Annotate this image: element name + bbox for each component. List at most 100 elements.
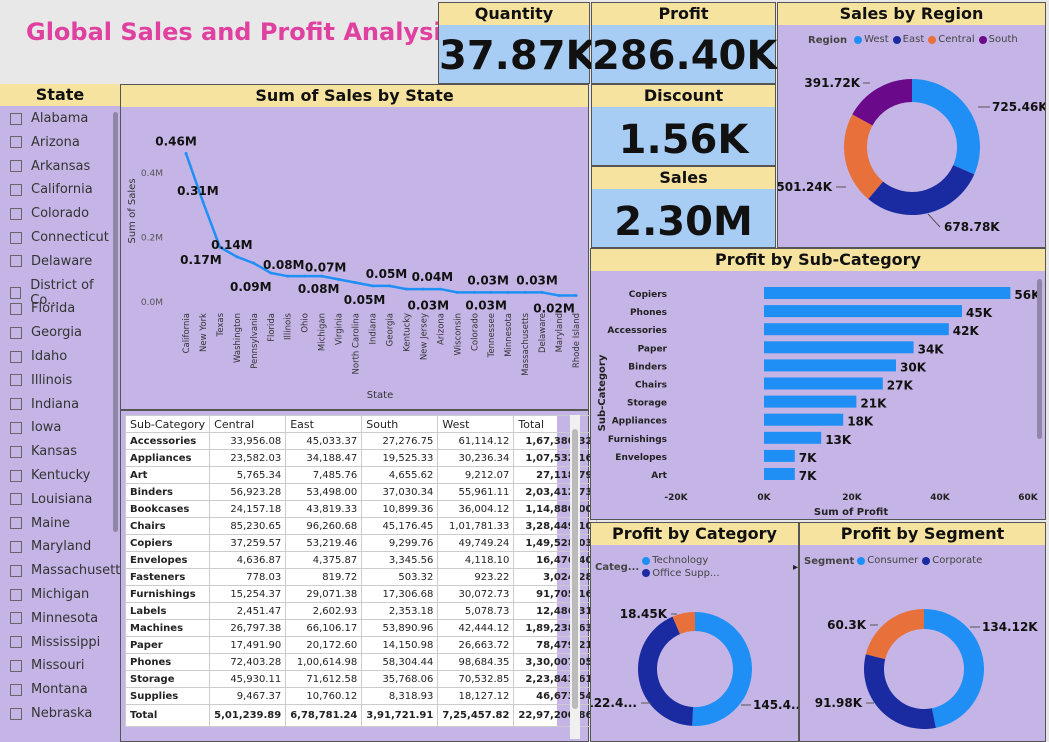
checkbox[interactable] xyxy=(10,183,22,196)
slicer-item-kentucky[interactable]: Kentucky xyxy=(10,468,90,483)
slicer-item-louisiana[interactable]: Louisiana xyxy=(10,492,92,507)
slicer-item-arkansas[interactable]: Arkansas xyxy=(10,159,90,174)
legend-item[interactable]: West xyxy=(854,34,889,45)
checkbox[interactable] xyxy=(10,612,22,625)
slicer-item-missouri[interactable]: Missouri xyxy=(10,658,85,673)
table-row[interactable]: Phones 72,403.28 1,00,614.98 58,304.44 98,68… xyxy=(124,653,598,671)
legend-item[interactable]: Office Supp... xyxy=(642,568,720,579)
checkbox[interactable] xyxy=(10,286,22,299)
slicer-item-montana[interactable]: Montana xyxy=(10,682,88,697)
data-point[interactable] xyxy=(540,290,544,294)
region-slice[interactable] xyxy=(868,165,975,215)
slicer-item-kansas[interactable]: Kansas xyxy=(10,444,77,459)
data-point[interactable] xyxy=(235,255,239,259)
category-slice[interactable] xyxy=(692,612,752,726)
checkbox[interactable] xyxy=(10,421,22,434)
slicer-item-massachusetts[interactable]: Massachusetts xyxy=(10,563,127,578)
category-slice[interactable] xyxy=(638,616,694,726)
data-point[interactable] xyxy=(303,274,307,278)
data-point[interactable] xyxy=(557,294,561,298)
slicer-item-georgia[interactable]: Georgia xyxy=(10,325,82,340)
table-row[interactable]: Accessories 33,956.08 45,033.37 27,276.75 61… xyxy=(124,432,598,450)
segment-slice[interactable] xyxy=(865,609,924,660)
table-row[interactable]: Fasteners 778.03 819.72 503.32 923.22 3,024.2… xyxy=(124,568,598,586)
slicer-scrollbar[interactable] xyxy=(113,112,118,532)
profit-bar[interactable] xyxy=(764,395,857,408)
data-point[interactable] xyxy=(438,287,442,291)
data-point[interactable] xyxy=(252,261,256,265)
table-row[interactable]: Supplies 9,467.37 10,760.12 8,318.93 18,127.… xyxy=(124,687,598,705)
data-point[interactable] xyxy=(201,200,205,204)
table-scrollbar[interactable] xyxy=(570,415,580,739)
table-row[interactable]: Copiers 37,259.57 53,219.46 9,299.76 49,749.… xyxy=(124,534,598,552)
checkbox[interactable] xyxy=(10,588,22,601)
table-row[interactable]: Labels 2,451.47 2,602.93 2,353.18 5,078.73 12… xyxy=(124,602,598,620)
slicer-item-maryland[interactable]: Maryland xyxy=(10,539,91,554)
table-row[interactable]: Binders 56,923.28 53,498.00 37,030.34 55,961… xyxy=(124,483,598,501)
profit-bar[interactable] xyxy=(764,468,795,480)
checkbox[interactable] xyxy=(10,160,22,173)
table-row[interactable]: Chairs 85,230.65 96,260.68 45,176.45 1,01,78… xyxy=(124,517,598,535)
data-point[interactable] xyxy=(371,284,375,288)
region-slice[interactable] xyxy=(912,79,980,175)
slicer-item-arizona[interactable]: Arizona xyxy=(10,135,80,150)
table-row[interactable]: Machines 26,797.38 66,106.17 53,890.96 42,44… xyxy=(124,619,598,637)
legend-item[interactable]: South xyxy=(978,34,1018,45)
slicer-item-idaho[interactable]: Idaho xyxy=(10,349,67,364)
table-header[interactable]: Central xyxy=(209,415,287,433)
profit-bar[interactable] xyxy=(764,431,822,444)
table-header[interactable]: Total xyxy=(513,415,598,433)
checkbox[interactable] xyxy=(10,540,22,553)
checkbox[interactable] xyxy=(10,112,22,125)
profit-bar[interactable] xyxy=(764,449,795,462)
data-point[interactable] xyxy=(506,290,510,294)
category-slice[interactable] xyxy=(672,612,695,635)
checkbox[interactable] xyxy=(10,207,22,220)
table-header[interactable]: East xyxy=(285,415,363,433)
data-point[interactable] xyxy=(269,271,273,275)
segment-slice[interactable] xyxy=(924,609,984,728)
legend-next-arrow-icon[interactable]: ▸ xyxy=(792,562,798,573)
data-point[interactable] xyxy=(218,245,222,249)
data-point[interactable] xyxy=(320,274,324,278)
table-row[interactable]: Bookcases 24,157.18 43,819.33 10,899.36 36,0… xyxy=(124,500,598,518)
checkbox[interactable] xyxy=(10,707,22,720)
data-point[interactable] xyxy=(523,290,527,294)
slicer-item-delaware[interactable]: Delaware xyxy=(10,254,92,269)
slicer-item-colorado[interactable]: Colorado xyxy=(10,206,89,221)
profit-bar[interactable] xyxy=(764,305,962,318)
profit-bar[interactable] xyxy=(764,341,914,354)
segment-slice[interactable] xyxy=(864,654,936,729)
data-point[interactable] xyxy=(455,290,459,294)
slicer-item-district-of-co-[interactable]: District of Co... xyxy=(10,278,120,308)
slicer-item-minnesota[interactable]: Minnesota xyxy=(10,611,98,626)
slicer-item-indiana[interactable]: Indiana xyxy=(10,397,79,412)
checkbox[interactable] xyxy=(10,398,22,411)
data-point[interactable] xyxy=(472,290,476,294)
data-point[interactable] xyxy=(184,151,188,155)
slicer-item-florida[interactable]: Florida xyxy=(10,301,75,316)
table-row[interactable]: Furnishings 15,254.37 29,071.38 17,306.68 30… xyxy=(124,585,598,603)
legend-item[interactable]: Corporate xyxy=(922,555,982,566)
checkbox[interactable] xyxy=(10,517,22,530)
slicer-item-iowa[interactable]: Iowa xyxy=(10,420,61,435)
table-header[interactable]: West xyxy=(437,415,515,433)
table-header[interactable]: South xyxy=(361,415,439,433)
slicer-item-mississippi[interactable]: Mississippi xyxy=(10,635,100,650)
checkbox[interactable] xyxy=(10,255,22,268)
data-point[interactable] xyxy=(286,274,290,278)
table-row[interactable]: Storage 45,930.11 71,612.58 35,768.06 70,532… xyxy=(124,670,598,688)
data-point[interactable] xyxy=(489,290,493,294)
slicer-item-connecticut[interactable]: Connecticut xyxy=(10,230,109,245)
checkbox[interactable] xyxy=(10,136,22,149)
checkbox[interactable] xyxy=(10,302,22,315)
slicer-item-michigan[interactable]: Michigan xyxy=(10,587,89,602)
sales-line-series[interactable] xyxy=(184,153,576,297)
data-point[interactable] xyxy=(421,287,425,291)
checkbox[interactable] xyxy=(10,683,22,696)
table-row[interactable]: Art 5,765.34 7,485.76 4,655.62 9,212.07 27,11… xyxy=(124,466,598,484)
checkbox[interactable] xyxy=(10,231,22,244)
data-point[interactable] xyxy=(337,277,341,281)
region-slice[interactable] xyxy=(844,114,884,200)
slicer-item-illinois[interactable]: Illinois xyxy=(10,373,72,388)
